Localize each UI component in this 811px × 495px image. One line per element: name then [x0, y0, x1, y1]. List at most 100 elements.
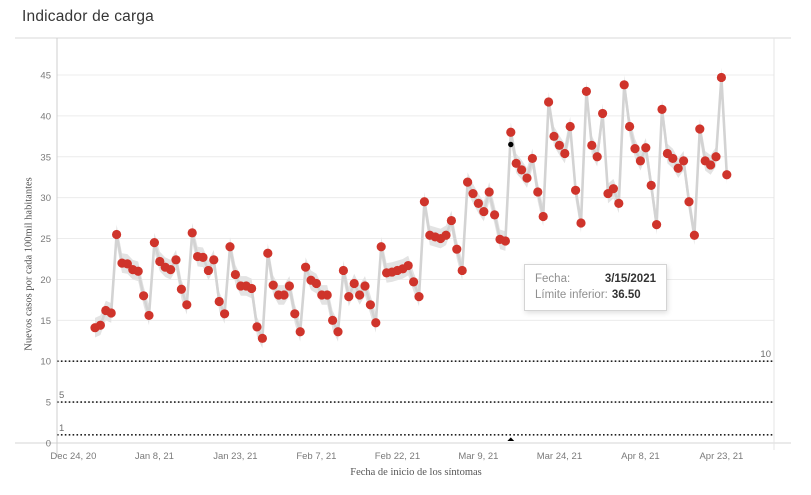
data-point[interactable] [252, 322, 262, 332]
data-point[interactable] [484, 187, 494, 197]
data-point[interactable] [689, 230, 700, 240]
data-point[interactable] [225, 242, 235, 252]
data-point[interactable] [263, 248, 273, 258]
data-point[interactable] [711, 152, 721, 162]
data-point[interactable] [139, 291, 149, 301]
data-point[interactable] [301, 262, 311, 272]
data-point[interactable] [311, 278, 321, 289]
data-point[interactable] [257, 333, 267, 343]
data-point[interactable] [414, 292, 424, 302]
data-point[interactable] [506, 127, 516, 137]
data-point[interactable] [549, 131, 559, 141]
data-point[interactable] [365, 300, 375, 310]
data-point[interactable] [630, 144, 640, 154]
data-point[interactable] [527, 153, 538, 164]
data-point[interactable] [619, 80, 629, 90]
data-point[interactable] [295, 327, 305, 337]
data-point[interactable] [268, 280, 278, 290]
data-point[interactable] [247, 283, 257, 294]
data-point[interactable] [522, 173, 532, 183]
data-point[interactable] [203, 265, 213, 276]
data-point[interactable] [641, 143, 651, 153]
data-point[interactable] [463, 177, 473, 187]
data-point[interactable] [560, 148, 570, 159]
data-point[interactable] [446, 215, 456, 226]
data-point[interactable] [668, 153, 678, 164]
data-point[interactable] [198, 252, 208, 262]
data-point[interactable] [614, 198, 624, 208]
data-point[interactable] [441, 230, 451, 240]
data-point[interactable] [571, 185, 581, 195]
data-point[interactable] [187, 228, 197, 238]
data-point[interactable] [333, 327, 343, 337]
data-point[interactable] [220, 309, 230, 319]
data-point[interactable] [673, 163, 683, 173]
data-point[interactable] [155, 256, 165, 267]
data-point[interactable] [144, 310, 154, 321]
data-point[interactable] [182, 300, 192, 310]
y-tick-label: 0 [46, 439, 51, 450]
tooltip-value-limite: 36.50 [611, 289, 641, 301]
data-point[interactable] [376, 242, 386, 252]
data-point[interactable] [355, 290, 365, 300]
data-point[interactable] [722, 170, 732, 180]
data-point[interactable] [576, 218, 586, 228]
data-point[interactable] [279, 290, 289, 300]
data-point[interactable] [409, 277, 419, 287]
data-point[interactable] [625, 121, 635, 132]
data-point[interactable] [517, 165, 527, 175]
data-point[interactable] [171, 255, 181, 265]
data-point[interactable] [500, 236, 510, 246]
data-point[interactable] [554, 140, 565, 150]
highlight-lower-limit-dot[interactable] [508, 141, 514, 148]
data-point[interactable] [95, 320, 105, 330]
data-point[interactable] [457, 265, 467, 276]
data-point[interactable] [112, 229, 122, 240]
data-point[interactable] [133, 266, 143, 276]
data-point[interactable] [349, 278, 359, 289]
data-point[interactable] [371, 318, 381, 328]
data-point[interactable] [538, 211, 548, 222]
data-point[interactable] [106, 308, 116, 318]
data-point[interactable] [695, 124, 705, 134]
data-point[interactable] [544, 97, 554, 107]
data-point[interactable] [706, 160, 716, 170]
data-point[interactable] [419, 197, 429, 207]
data-point[interactable] [338, 265, 348, 276]
data-point[interactable] [598, 108, 608, 119]
data-point[interactable] [490, 210, 500, 220]
data-point[interactable] [230, 269, 240, 280]
data-point[interactable] [149, 238, 159, 248]
data-point[interactable] [328, 315, 338, 325]
data-point[interactable] [344, 292, 354, 302]
data-point[interactable] [452, 244, 462, 254]
data-point[interactable] [587, 140, 597, 150]
data-point[interactable] [166, 265, 176, 275]
data-point[interactable] [679, 156, 689, 166]
data-point[interactable] [473, 198, 483, 208]
data-point[interactable] [176, 284, 186, 294]
data-point[interactable] [209, 255, 219, 265]
data-point[interactable] [592, 152, 602, 162]
data-point[interactable] [479, 206, 489, 217]
data-point[interactable] [468, 188, 478, 199]
data-point[interactable] [511, 158, 521, 168]
data-point[interactable] [360, 281, 370, 291]
data-point[interactable] [684, 197, 694, 207]
data-point[interactable] [122, 259, 132, 269]
data-point[interactable] [322, 290, 332, 300]
data-point[interactable] [290, 309, 300, 319]
data-point[interactable] [284, 281, 294, 291]
data-point[interactable] [657, 104, 667, 114]
data-point[interactable] [716, 72, 727, 83]
data-point[interactable] [652, 220, 662, 230]
data-point[interactable] [403, 260, 413, 271]
data-point[interactable] [533, 187, 543, 197]
data-point[interactable] [635, 156, 646, 166]
data-point[interactable] [581, 86, 592, 96]
data-point[interactable] [608, 184, 619, 194]
data-point[interactable] [565, 121, 575, 132]
data-point[interactable] [214, 296, 224, 307]
data-point[interactable] [646, 180, 656, 190]
